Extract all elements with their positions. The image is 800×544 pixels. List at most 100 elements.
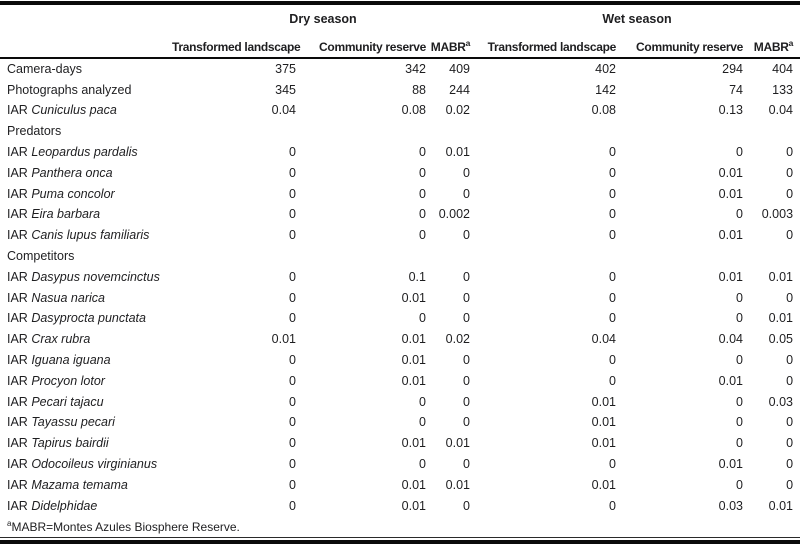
cell-value: 0: [289, 498, 296, 513]
cell-value: 0.01: [271, 332, 296, 347]
cell-value: 0: [289, 415, 296, 430]
cell-value: 0.01: [591, 436, 616, 451]
table-row: IAR Dasyprocta punctata 0 0 0 0 0 0.01: [0, 308, 800, 329]
row-label-prefix: IAR: [7, 186, 28, 201]
cell-value: [474, 121, 620, 142]
cell-value: 0.002: [438, 207, 470, 222]
species-name: Didelphidae: [27, 498, 98, 513]
species-name: Canis lupus familiaris: [27, 228, 150, 243]
cell-value: 0: [609, 498, 616, 513]
cell-value: 0.13: [718, 103, 743, 118]
cell-value: 142: [595, 82, 616, 97]
cell-value: 375: [275, 61, 296, 76]
cell-value: 0.01: [401, 353, 426, 368]
cell-value: 0: [289, 373, 296, 388]
table-row: IAR Cuniculus paca 0.04 0.08 0.02 0.08 0.13 0.…: [0, 100, 800, 121]
row-label-prefix: IAR: [7, 228, 28, 243]
species-name: Dasyprocta punctata: [27, 311, 146, 326]
row-label: IAR Mazama temama: [0, 474, 172, 495]
table-row: Camera-days 375 342 409 402 294 404: [0, 58, 800, 80]
column-header-text: Community reserve: [319, 39, 426, 54]
cell-value: 0.01: [768, 498, 794, 513]
cell-value: 409: [449, 61, 470, 76]
row-label: IAR Tayassu pecari: [0, 412, 172, 433]
table-row: IAR Iguana iguana 0 0.01 0 0 0 0: [0, 350, 800, 371]
species-name: Dasypus novemcinctus: [27, 269, 160, 284]
bottom-thick-rule: [0, 540, 800, 544]
season-wet-label: Wet season: [602, 11, 672, 26]
cell-value: 0: [463, 394, 470, 409]
cell-value: 0: [419, 415, 426, 430]
cell-value: 294: [722, 61, 743, 76]
row-label-prefix: IAR: [7, 311, 28, 326]
cell-value: 74: [729, 82, 743, 97]
cell-value: [300, 246, 430, 267]
table-row: IAR Panthera onca 0 0 0 0 0.01 0: [0, 162, 800, 183]
cell-value: 0: [463, 373, 470, 388]
cell-value: 0: [609, 228, 616, 243]
cell-value: 0: [419, 394, 426, 409]
cell-value: [172, 121, 300, 142]
cell-value: 0: [419, 165, 426, 180]
cell-value: 0: [736, 353, 743, 368]
column-header-superscript: a: [788, 37, 794, 48]
cell-value: 0: [609, 269, 616, 284]
cell-value: [430, 246, 474, 267]
cell-value: 0: [463, 457, 470, 472]
cell-value: 0: [786, 477, 794, 492]
cell-value: 0.01: [591, 477, 616, 492]
table-row: Competitors: [0, 246, 800, 267]
season-header-spacer: [0, 5, 172, 33]
row-label-prefix: IAR: [7, 477, 28, 492]
cell-value: [474, 246, 620, 267]
table-row: IAR Tayassu pecari 0 0 0 0.01 0 0: [0, 412, 800, 433]
row-label-prefix: IAR: [7, 290, 28, 305]
row-label: Camera-days: [0, 58, 172, 80]
cell-value: 0: [289, 207, 296, 222]
cell-value: 133: [772, 82, 794, 97]
cell-value: 0.01: [718, 228, 743, 243]
cell-value: 0: [609, 145, 616, 160]
cell-value: 0.01: [401, 332, 426, 347]
row-label-prefix: IAR: [7, 498, 28, 513]
season-header-row: Dry season Wet season: [0, 5, 800, 33]
cell-value: 0: [419, 207, 426, 222]
row-label: IAR Iguana iguana: [0, 350, 172, 371]
cell-value: 0: [609, 311, 616, 326]
species-name: Nasua narica: [27, 290, 105, 305]
cell-value: 0: [736, 415, 743, 430]
cell-value: 0: [463, 415, 470, 430]
row-label: Photographs analyzed: [0, 79, 172, 100]
cell-value: 0.01: [768, 269, 794, 284]
top-rule: [0, 1, 800, 5]
cell-value: 0: [463, 311, 470, 326]
species-name: Puma concolor: [27, 186, 115, 201]
cell-value: 0: [786, 373, 794, 388]
table-row: IAR Odocoileus virginianus 0 0 0 0 0.01 0: [0, 454, 800, 475]
table-row: IAR Eira barbara 0 0 0.002 0 0 0.003: [0, 204, 800, 225]
row-label: IAR Eira barbara: [0, 204, 172, 225]
cell-value: 342: [405, 61, 426, 76]
cell-value: 0: [786, 165, 794, 180]
cell-value: 0: [289, 311, 296, 326]
cell-value: 0.03: [718, 498, 743, 513]
cell-value: 402: [595, 61, 616, 76]
cell-value: 0.01: [718, 269, 743, 284]
cell-value: 0: [289, 436, 296, 451]
row-label: IAR Procyon lotor: [0, 370, 172, 391]
species-name: Crax rubra: [27, 332, 91, 347]
cell-value: 0: [609, 165, 616, 180]
row-label: IAR Dasyprocta punctata: [0, 308, 172, 329]
cell-value: 404: [772, 61, 794, 76]
cell-value: 244: [449, 82, 470, 97]
cell-value: 0: [786, 457, 794, 472]
cell-value: 0: [736, 311, 743, 326]
column-header-text: Community reserve: [636, 39, 743, 54]
cell-value: 0.01: [718, 186, 743, 201]
cell-value: 0.04: [271, 103, 296, 118]
cell-value: 0: [463, 353, 470, 368]
row-label-prefix: Competitors: [7, 249, 75, 264]
column-header-superscript: a: [465, 37, 471, 48]
row-label: IAR Tapirus bairdii: [0, 433, 172, 454]
row-label-prefix: Predators: [7, 124, 62, 139]
